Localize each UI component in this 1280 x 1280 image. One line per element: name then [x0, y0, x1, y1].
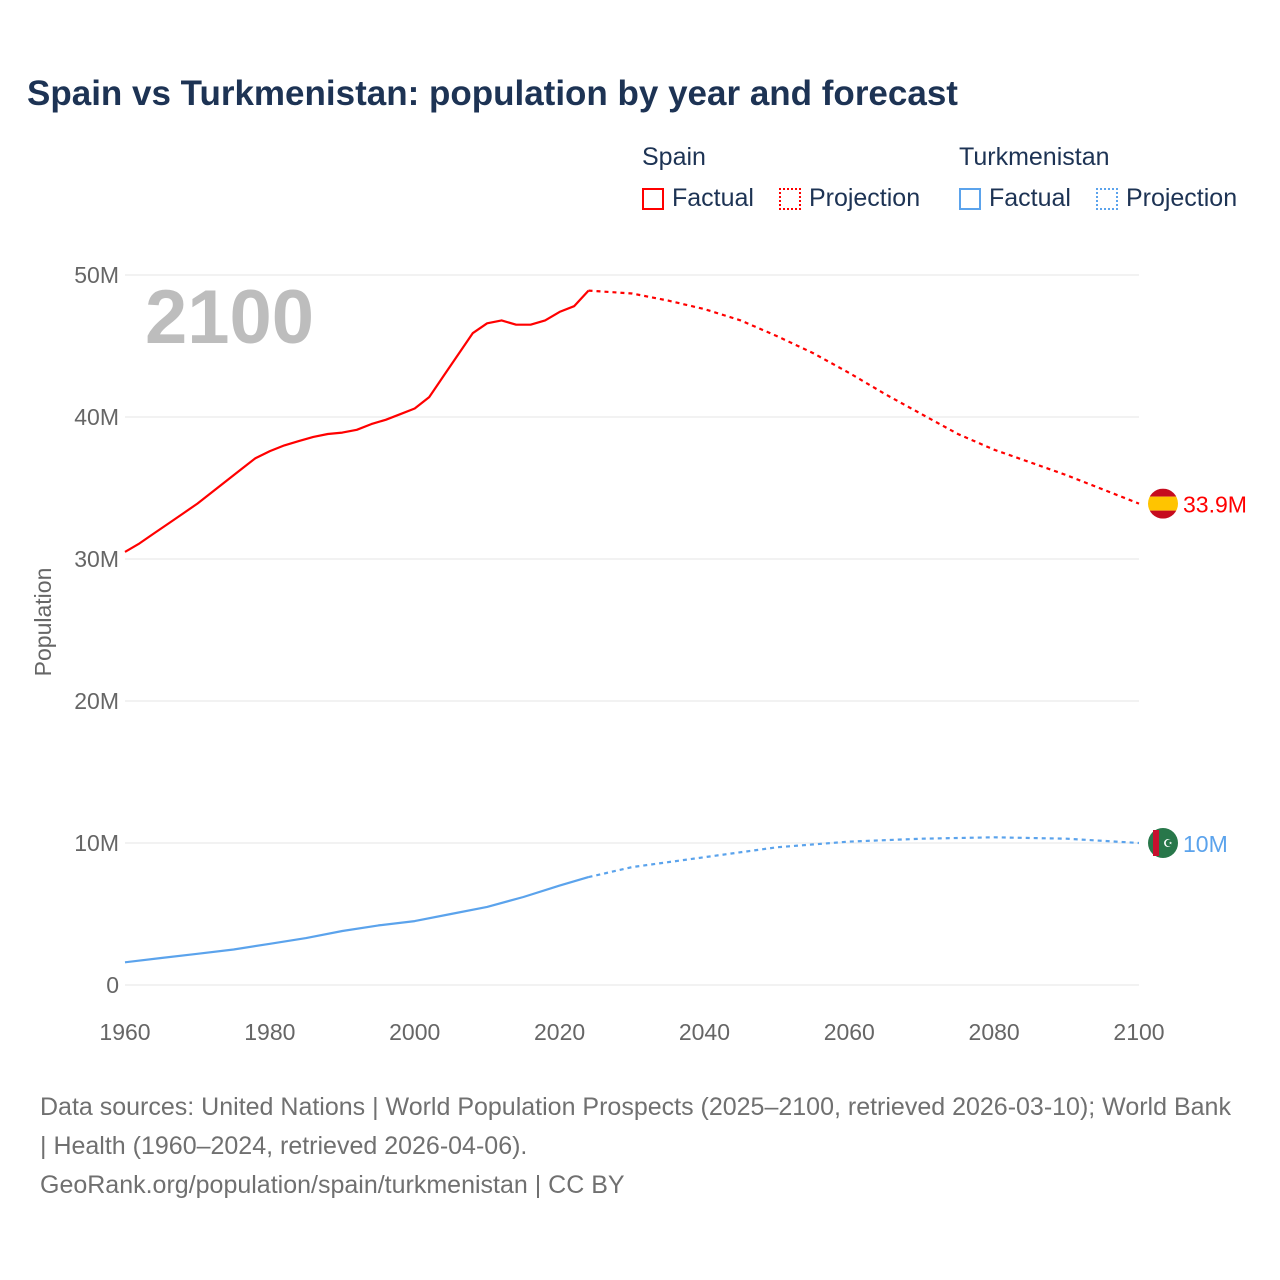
solid-swatch-icon — [642, 187, 664, 210]
legend-label: Projection — [1125, 184, 1238, 212]
footer: Data sources: United Nations | World Pop… — [40, 1088, 1240, 1205]
data-sources: Data sources: United Nations | World Pop… — [40, 1093, 1231, 1160]
flag-crescent: ☪ — [1163, 838, 1173, 850]
current-year-label: 2100 — [145, 275, 314, 360]
x-tick-label: 2060 — [824, 1019, 875, 1045]
legend-turkmenistan: Turkmenistan Factual Projection — [959, 143, 1255, 217]
spain-flag-icon — [1148, 488, 1178, 519]
x-tick-label: 1960 — [99, 1019, 150, 1045]
legend-group-name: Turkmenistan — [959, 143, 1110, 171]
dotted-swatch-icon — [1095, 187, 1118, 210]
spain-projection-line — [588, 289, 1140, 505]
flag-carpet-stripe — [1153, 830, 1159, 856]
x-tick-label: 2080 — [969, 1019, 1020, 1045]
solid-swatch-icon — [959, 187, 981, 210]
dotted-swatch-icon — [778, 187, 801, 210]
y-tick-label: 30M — [74, 546, 119, 572]
spain-end-label: 33.9M — [1183, 492, 1247, 518]
legend-turkmenistan-factual[interactable]: Factual — [959, 184, 1071, 213]
legend-spain: Spain Factual Projection — [642, 143, 938, 217]
legend-label: Factual — [989, 184, 1071, 212]
turkmenistan-end-label: 10M — [1183, 831, 1228, 857]
turkmenistan-projection-line — [588, 836, 1140, 879]
legend-label: Projection — [808, 184, 921, 212]
legend-spain-factual[interactable]: Factual — [642, 184, 754, 213]
y-tick-label: 40M — [74, 404, 119, 430]
x-tick-label: 2040 — [679, 1019, 730, 1045]
legend-spain-projection[interactable]: Projection — [778, 184, 921, 213]
y-tick-label: 50M — [74, 262, 119, 288]
x-tick-label: 1980 — [244, 1019, 295, 1045]
x-tick-label: 2000 — [389, 1019, 440, 1045]
turkmenistan-factual-line — [124, 876, 589, 964]
y-tick-label: 20M — [74, 688, 119, 714]
legend-turkmenistan-projection[interactable]: Projection — [1095, 184, 1238, 213]
legend-group-name: Spain — [642, 143, 706, 171]
x-tick-label: 2100 — [1113, 1019, 1164, 1045]
y-axis-label: Population — [30, 568, 56, 677]
chart-title: Spain vs Turkmenistan: population by yea… — [27, 74, 958, 113]
y-tick-label: 0 — [106, 972, 119, 998]
x-tick-label: 2020 — [534, 1019, 585, 1045]
credit-link[interactable]: GeoRank.org/population/spain/turkmenista… — [40, 1171, 625, 1199]
spain-factual-line — [124, 289, 590, 553]
y-tick-label: 10M — [74, 830, 119, 856]
legend-label: Factual — [672, 184, 754, 212]
